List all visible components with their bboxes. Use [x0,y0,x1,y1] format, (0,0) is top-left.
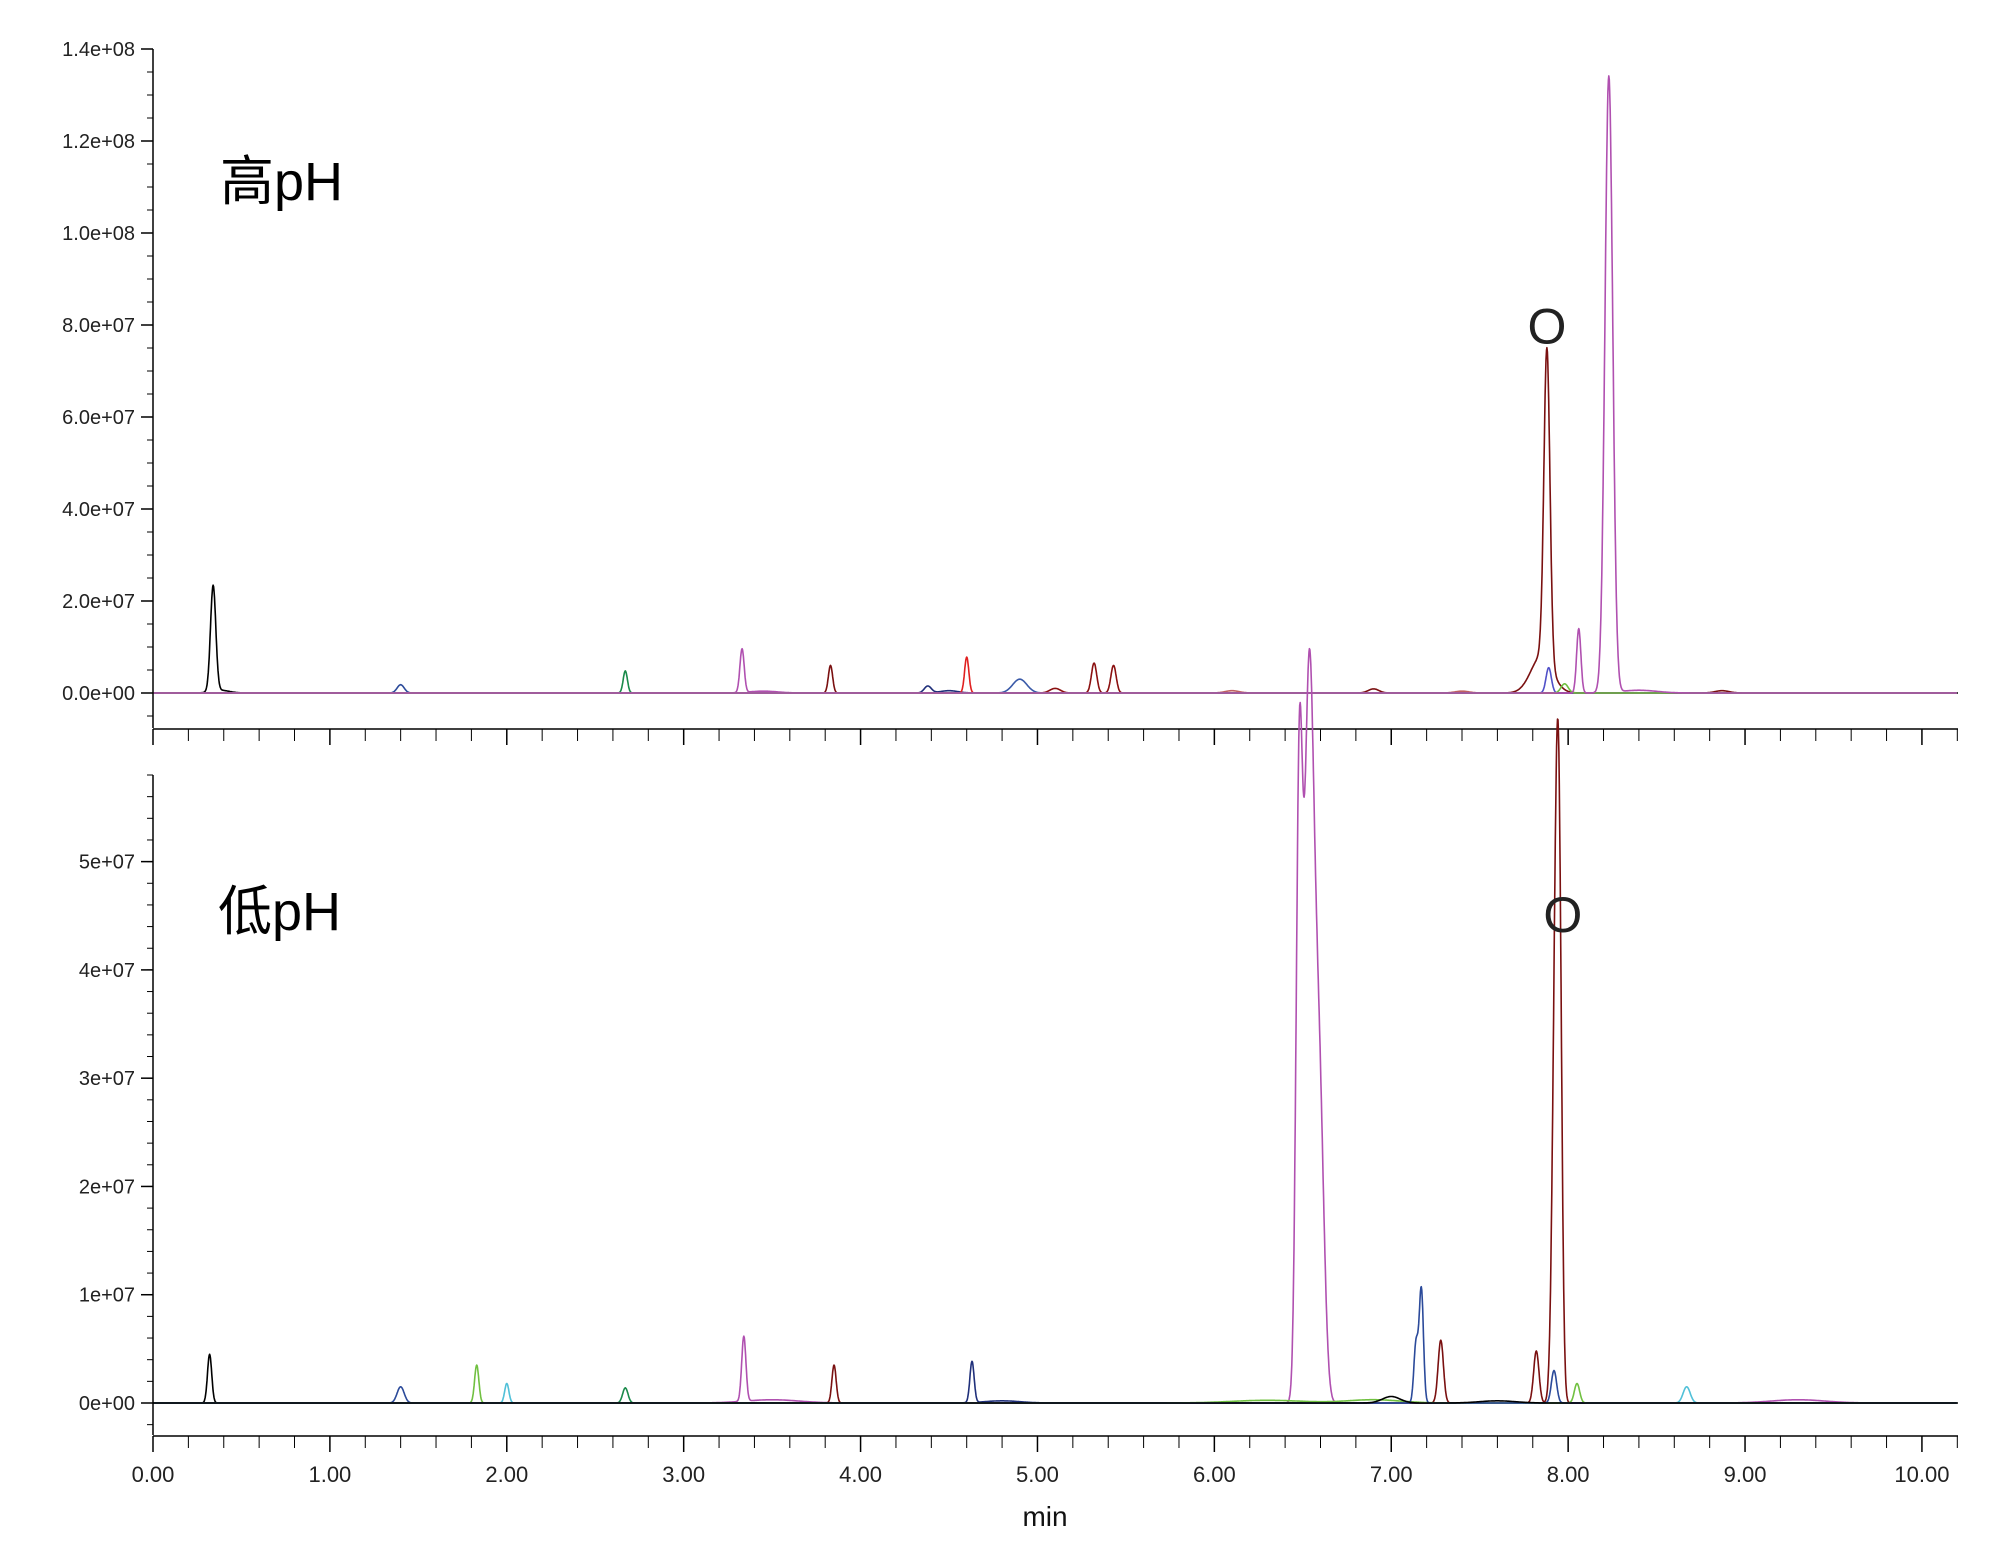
series-trace [152,666,1958,694]
x-tick-label: 6.00 [1193,1462,1236,1487]
y-tick-label: 1.0e+08 [62,223,135,245]
series-trace [152,1395,1958,1404]
top-panel: 0.0e+00 2.0e+07 4.0e+07 6.0e+07 8.0e+07 1.0e+… [62,39,1958,745]
y-tick-label: 1e+07 [79,1285,135,1307]
series-trace [152,1364,1958,1404]
peak-annotation: O [1543,887,1582,943]
x-tick-label: 7.00 [1370,1462,1413,1487]
y-tick-label: 1.2e+08 [62,131,135,153]
series-trace [152,1353,1958,1404]
bottom-panel: 0e+00 1e+07 2e+07 3e+07 4e+07 5e+07 0.00 1.00 2.… [79,647,1958,1532]
y-tick-label: 2e+07 [79,1176,135,1198]
series-trace [152,718,1958,1404]
x-tick-label: 4.00 [839,1462,882,1487]
top-panel-axes: 0.0e+00 2.0e+07 4.0e+07 6.0e+07 8.0e+07 1.0e+… [62,39,1958,745]
series-trace [152,685,1958,694]
series-trace [152,1387,1958,1404]
x-tick-label: 9.00 [1724,1462,1767,1487]
x-tick-label: 2.00 [485,1462,528,1487]
series-trace [152,670,1958,694]
x-tick-label: 0.00 [132,1462,175,1487]
y-tick-label: 3e+07 [79,1068,135,1090]
series-trace [152,647,1958,1404]
series-trace [152,1382,1958,1404]
series-trace [152,1386,1958,1404]
y-tick-label: 4e+07 [79,960,135,982]
peak-annotation: O [1527,298,1566,354]
top-panel-annotations: O [1527,298,1566,354]
y-tick-label: 0e+00 [79,1393,135,1415]
series-trace [152,1285,1958,1404]
x-tick-label: 5.00 [1016,1462,1059,1487]
bottom-panel-annotations: O [1543,887,1582,943]
top-panel-series [152,75,1958,694]
x-tick-label: 10.00 [1894,1462,1949,1487]
series-trace [152,346,1958,694]
y-tick-label: 5e+07 [79,852,135,874]
series-trace [152,1360,1958,1404]
bottom-panel-series [152,647,1958,1404]
y-tick-label: 1.4e+08 [62,39,135,61]
y-tick-label: 6.0e+07 [62,407,135,429]
series-trace [152,662,1958,694]
y-tick-label: 4.0e+07 [62,499,135,521]
x-tick-label: 3.00 [662,1462,705,1487]
bottom-panel-label: 低pH [218,882,341,942]
y-tick-label: 2.0e+07 [62,591,135,613]
y-tick-label: 8.0e+07 [62,315,135,337]
top-panel-label: 高pH [220,152,343,212]
series-trace [152,75,1958,694]
bottom-panel-axes: 0e+00 1e+07 2e+07 3e+07 4e+07 5e+07 0.00 1.00 2.… [79,774,1958,1487]
x-tick-label: 1.00 [308,1462,351,1487]
series-trace [152,647,1958,694]
x-tick-label: 8.00 [1547,1462,1590,1487]
y-tick-label: 0.0e+00 [62,683,135,705]
series-trace [152,678,1958,694]
series-trace [152,584,1958,694]
x-axis-title: min [1022,1501,1067,1532]
